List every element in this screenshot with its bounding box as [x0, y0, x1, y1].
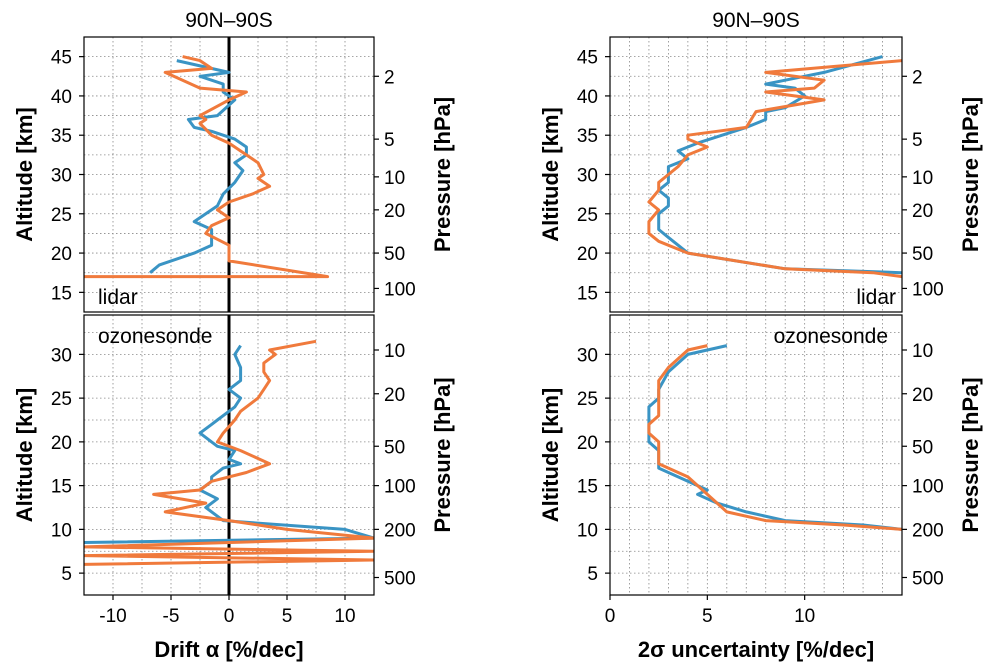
series-line-orange: [84, 55, 330, 279]
pressure-tick-label: 5: [912, 130, 923, 151]
pressure-tick-label: 20: [912, 201, 933, 222]
series-line-orange: [84, 339, 374, 566]
pressure-tick-label: 20: [384, 385, 405, 406]
x-axis-label: Drift α [%/dec]: [154, 637, 303, 662]
y-tick-label: 20: [51, 244, 72, 265]
y-tick-label: 25: [577, 389, 598, 410]
pressure-tick-label: 100: [912, 279, 944, 300]
series-line-orange: [647, 59, 902, 279]
x-tick-label: 10: [794, 606, 815, 627]
y-tick-label: 5: [61, 564, 72, 585]
pressure-tick-label: 100: [912, 477, 944, 498]
x-tick-label: -10: [99, 606, 126, 627]
y-tick-label: 15: [577, 283, 598, 304]
y-tick-label: 45: [577, 48, 598, 69]
y-tick-label: 25: [51, 205, 72, 226]
pressure-tick-label: 10: [912, 168, 933, 189]
panel-title: 90N–90S: [185, 9, 273, 32]
y-tick-label: 40: [577, 87, 598, 108]
y-tick-label: 30: [51, 345, 72, 366]
y-axis-label: Altitude [km]: [12, 107, 37, 241]
pressure-tick-label: 100: [384, 279, 416, 300]
pressure-tick-label: 2: [912, 67, 923, 88]
pressure-tick-label: 50: [912, 437, 933, 458]
pressure-tick-label: 20: [912, 385, 933, 406]
y-tick-label: 30: [577, 166, 598, 187]
grid: [609, 315, 903, 596]
pressure-tick-label: 2: [384, 67, 395, 88]
pressure-tick-label: 100: [384, 477, 416, 498]
y-tick-label: 15: [51, 477, 72, 498]
series-group: [84, 55, 330, 279]
y-tick-label: 30: [577, 345, 598, 366]
y-tick-label: 10: [577, 520, 598, 541]
panel-annotation: ozonesonde: [774, 325, 888, 348]
y-tick-label: 20: [577, 433, 598, 454]
x-tick-label: -5: [163, 606, 180, 627]
pressure-axis-label: Pressure [hPa]: [430, 97, 455, 252]
panel-top-right: 152025303540452510205010090N–90SlidarAlt…: [538, 9, 983, 313]
series-line-blue: [149, 59, 248, 274]
panel-bottom-left: 5 10 15 20 25 30 10 20 50 100 200 500 -10 -5 0 5 10 Drift…: [12, 314, 455, 662]
pressure-tick-label: 10: [912, 341, 933, 362]
y-axis-label: Altitude [km]: [12, 388, 37, 522]
y-tick-label: 40: [51, 87, 72, 108]
series-group: [84, 339, 374, 566]
y-tick-label: 45: [51, 48, 72, 69]
panel-annotation: lidar: [856, 286, 896, 309]
pressure-tick-label: 10: [384, 341, 405, 362]
plot-frame: [609, 314, 903, 596]
panel-top-left: 152025303540452510205010090N–90SlidarAlt…: [12, 9, 455, 313]
pressure-axis-label: Pressure [hPa]: [958, 377, 983, 532]
pressure-tick-label: 50: [912, 244, 933, 265]
pressure-axis-label: Pressure [hPa]: [958, 97, 983, 252]
pressure-tick-label: 500: [912, 569, 944, 590]
x-tick-label: 0: [224, 606, 235, 627]
x-tick-label: 5: [282, 606, 293, 627]
y-tick-label: 15: [577, 477, 598, 498]
y-tick-label: 15: [51, 283, 72, 304]
panel-title: 90N–90S: [712, 9, 800, 32]
y-axis-label: Altitude [km]: [538, 388, 563, 522]
panel-annotation: lidar: [98, 286, 138, 309]
x-axis-label: 2σ uncertainty [%/dec]: [638, 637, 874, 662]
series-line-blue: [84, 344, 374, 544]
series-line-blue: [657, 55, 902, 275]
pressure-tick-label: 50: [384, 244, 405, 265]
y-tick-label: 25: [577, 205, 598, 226]
y-tick-label: 35: [51, 126, 72, 147]
y-tick-label: 30: [51, 166, 72, 187]
x-tick-label: 5: [702, 606, 713, 627]
pressure-tick-label: 20: [384, 201, 405, 222]
y-tick-label: 20: [577, 244, 598, 265]
y-tick-label: 20: [51, 433, 72, 454]
y-tick-label: 35: [577, 126, 598, 147]
x-tick-label: 0: [605, 606, 616, 627]
y-tick-label: 25: [51, 389, 72, 410]
x-tick-label: 10: [334, 606, 355, 627]
pressure-tick-label: 50: [384, 437, 405, 458]
pressure-tick-label: 500: [384, 569, 416, 590]
y-axis-label: Altitude [km]: [538, 107, 563, 241]
pressure-tick-label: 10: [384, 168, 405, 189]
series-line-blue: [647, 344, 902, 531]
series-line-orange: [647, 344, 902, 531]
series-group: [647, 55, 902, 279]
pressure-tick-label: 200: [912, 520, 944, 541]
pressure-axis-label: Pressure [hPa]: [430, 377, 455, 532]
panel-annotation: ozonesonde: [98, 325, 212, 348]
y-tick-label: 5: [587, 564, 598, 585]
y-tick-label: 10: [51, 520, 72, 541]
pressure-tick-label: 5: [384, 130, 395, 151]
series-group: [647, 344, 902, 531]
pressure-tick-label: 200: [384, 520, 416, 541]
